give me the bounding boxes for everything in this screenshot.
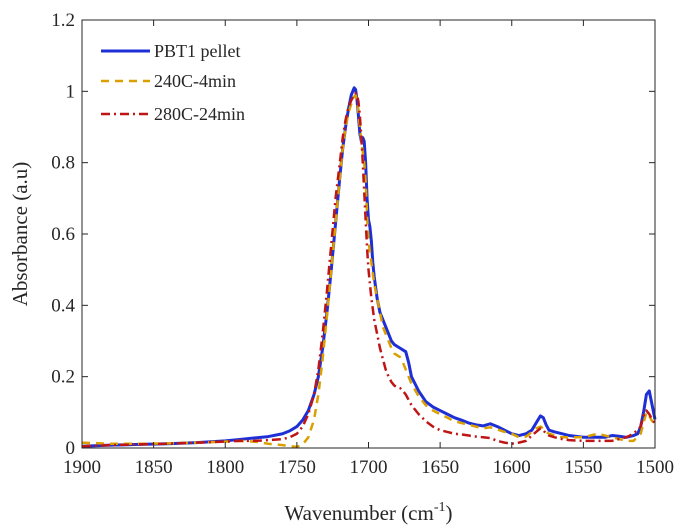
x-tick-label: 1700 [350, 457, 388, 478]
x-tick-label: 1800 [206, 457, 244, 478]
y-tick-label: 1.2 [51, 10, 75, 31]
x-tick-label: 1750 [278, 457, 316, 478]
y-tick-label: 0.4 [51, 295, 75, 316]
x-tick-label: 1650 [421, 457, 459, 478]
y-tick-label: 1 [66, 81, 76, 102]
x-tick-label: 1850 [135, 457, 173, 478]
y-tick-label: 0.6 [51, 224, 75, 245]
legend-label-pbt1-pellet: PBT1 pellet [154, 41, 241, 61]
y-tick-label: 0.2 [51, 367, 75, 388]
x-tick-label: 1550 [564, 457, 602, 478]
x-tick-label: 1600 [493, 457, 531, 478]
legend-label-280c-24min: 280C-24min [154, 104, 245, 124]
y-axis-title: Absorbance (a.u) [8, 162, 32, 307]
x-tick-label: 1500 [636, 457, 674, 478]
x-tick-label: 1900 [63, 457, 101, 478]
y-tick-label: 0.8 [51, 153, 75, 174]
legend-label-240c-4min: 240C-4min [154, 71, 236, 91]
y-tick-label: 0 [66, 438, 76, 459]
x-axis-title: Wavenumber (cm-1) [285, 500, 453, 525]
